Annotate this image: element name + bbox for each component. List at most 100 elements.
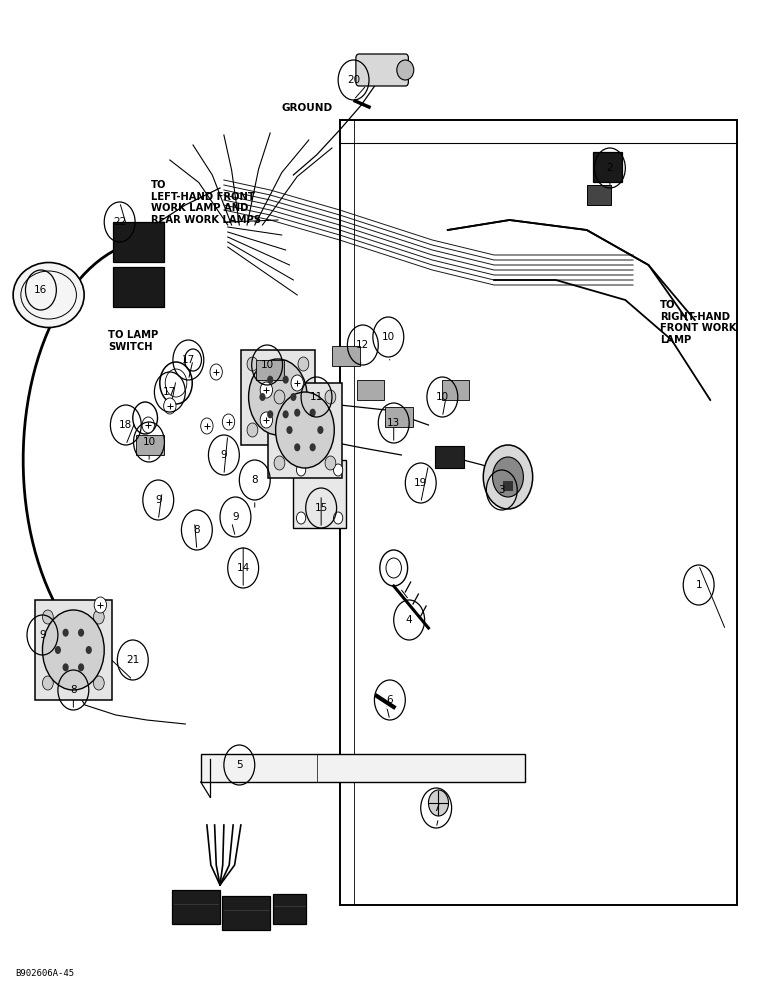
Circle shape: [247, 423, 258, 437]
Circle shape: [294, 409, 300, 417]
Text: 9: 9: [232, 512, 239, 522]
Text: 10: 10: [435, 392, 449, 402]
Text: 8: 8: [70, 685, 76, 695]
Text: 14: 14: [236, 563, 250, 573]
Circle shape: [291, 375, 303, 391]
Text: 16: 16: [34, 285, 48, 295]
Circle shape: [164, 398, 176, 414]
Text: 10: 10: [142, 437, 156, 447]
Circle shape: [210, 364, 222, 380]
Circle shape: [260, 412, 273, 428]
Ellipse shape: [397, 60, 414, 80]
Text: B902606A-45: B902606A-45: [15, 969, 75, 978]
FancyBboxPatch shape: [293, 460, 346, 528]
Circle shape: [298, 423, 309, 437]
Text: 10: 10: [381, 332, 395, 342]
FancyBboxPatch shape: [356, 54, 408, 86]
Circle shape: [222, 414, 235, 430]
Circle shape: [325, 456, 336, 470]
Text: 8: 8: [194, 525, 200, 535]
Text: 9: 9: [39, 630, 46, 640]
Circle shape: [260, 382, 273, 398]
FancyBboxPatch shape: [241, 350, 315, 444]
FancyBboxPatch shape: [587, 185, 611, 205]
Ellipse shape: [13, 262, 84, 328]
Text: TO LAMP
SWITCH: TO LAMP SWITCH: [108, 330, 158, 352]
Circle shape: [296, 512, 306, 524]
Circle shape: [274, 390, 285, 404]
Circle shape: [274, 456, 285, 470]
Text: 22: 22: [113, 217, 127, 227]
Circle shape: [249, 359, 307, 435]
Text: 21: 21: [126, 655, 140, 665]
Circle shape: [201, 418, 213, 434]
FancyBboxPatch shape: [503, 481, 513, 491]
FancyBboxPatch shape: [35, 600, 112, 700]
Circle shape: [42, 610, 53, 624]
Text: 1: 1: [696, 580, 702, 590]
Text: 5: 5: [236, 760, 242, 770]
Circle shape: [93, 610, 104, 624]
Text: 11: 11: [310, 392, 323, 402]
Circle shape: [283, 376, 289, 384]
Text: 13: 13: [387, 418, 401, 428]
Text: 15: 15: [314, 503, 328, 513]
Circle shape: [428, 790, 449, 816]
Circle shape: [334, 464, 343, 476]
FancyBboxPatch shape: [269, 383, 342, 478]
Text: 7: 7: [433, 803, 439, 813]
Circle shape: [317, 426, 323, 434]
Text: 17: 17: [181, 355, 195, 365]
Circle shape: [334, 512, 343, 524]
FancyBboxPatch shape: [332, 346, 360, 366]
Circle shape: [483, 445, 533, 509]
Text: 8: 8: [252, 475, 258, 485]
Circle shape: [493, 457, 523, 497]
Circle shape: [42, 676, 53, 690]
Circle shape: [78, 663, 84, 671]
Text: 20: 20: [347, 75, 361, 85]
FancyBboxPatch shape: [593, 152, 622, 182]
Circle shape: [86, 646, 92, 654]
FancyBboxPatch shape: [222, 896, 270, 930]
FancyBboxPatch shape: [113, 267, 164, 307]
FancyBboxPatch shape: [357, 380, 384, 400]
Circle shape: [63, 629, 69, 637]
FancyBboxPatch shape: [273, 894, 306, 924]
Text: 9: 9: [221, 450, 227, 460]
Text: 17: 17: [163, 387, 177, 397]
Circle shape: [325, 390, 336, 404]
Text: 9: 9: [155, 495, 161, 505]
Circle shape: [310, 443, 316, 451]
FancyBboxPatch shape: [385, 407, 413, 427]
FancyBboxPatch shape: [201, 754, 525, 782]
FancyBboxPatch shape: [136, 435, 164, 455]
FancyBboxPatch shape: [113, 222, 164, 262]
Circle shape: [283, 410, 289, 418]
Circle shape: [290, 393, 296, 401]
Circle shape: [267, 410, 273, 418]
Circle shape: [42, 610, 104, 690]
Circle shape: [63, 663, 69, 671]
Circle shape: [247, 357, 258, 371]
Text: 10: 10: [260, 360, 274, 370]
Text: 19: 19: [414, 478, 428, 488]
Text: GROUND: GROUND: [282, 103, 333, 113]
FancyBboxPatch shape: [172, 890, 220, 924]
Circle shape: [55, 646, 61, 654]
Text: TO
LEFT-HAND FRONT
WORK LAMP AND
REAR WORK LAMPS: TO LEFT-HAND FRONT WORK LAMP AND REAR WO…: [151, 180, 260, 225]
Circle shape: [78, 629, 84, 637]
Text: 3: 3: [499, 485, 505, 495]
Circle shape: [267, 376, 273, 384]
Circle shape: [259, 393, 266, 401]
Circle shape: [298, 357, 309, 371]
Text: 12: 12: [356, 340, 370, 350]
FancyBboxPatch shape: [435, 446, 464, 468]
Text: 6: 6: [387, 695, 393, 705]
Circle shape: [93, 676, 104, 690]
FancyBboxPatch shape: [256, 360, 284, 380]
Circle shape: [276, 392, 334, 468]
Circle shape: [94, 597, 107, 613]
Text: 4: 4: [406, 615, 412, 625]
Text: TO
RIGHT-HAND
FRONT WORK
LAMP: TO RIGHT-HAND FRONT WORK LAMP: [660, 300, 736, 345]
